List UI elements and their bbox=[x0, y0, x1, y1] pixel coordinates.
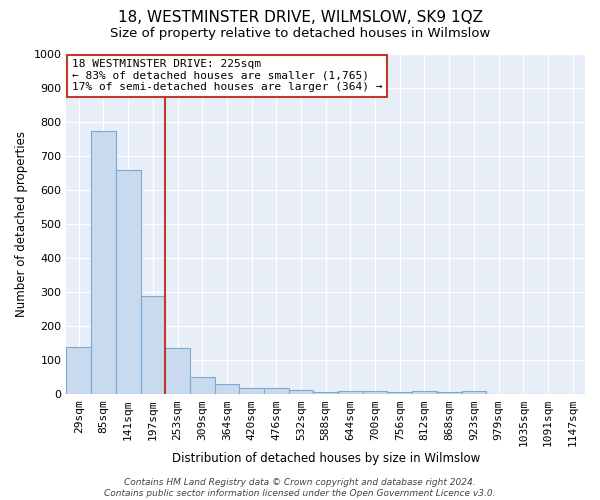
Bar bbox=[363, 391, 388, 394]
Bar bbox=[140, 296, 165, 394]
Text: Size of property relative to detached houses in Wilmslow: Size of property relative to detached ho… bbox=[110, 28, 490, 40]
Bar bbox=[412, 391, 437, 394]
Bar bbox=[338, 391, 363, 394]
Text: Contains HM Land Registry data © Crown copyright and database right 2024.
Contai: Contains HM Land Registry data © Crown c… bbox=[104, 478, 496, 498]
Bar bbox=[67, 346, 91, 395]
X-axis label: Distribution of detached houses by size in Wilmslow: Distribution of detached houses by size … bbox=[172, 452, 480, 465]
Bar bbox=[91, 130, 116, 394]
Bar bbox=[215, 384, 239, 394]
Bar bbox=[165, 348, 190, 395]
Bar bbox=[289, 390, 313, 394]
Text: 18, WESTMINSTER DRIVE, WILMSLOW, SK9 1QZ: 18, WESTMINSTER DRIVE, WILMSLOW, SK9 1QZ bbox=[118, 10, 482, 25]
Bar bbox=[116, 170, 140, 394]
Y-axis label: Number of detached properties: Number of detached properties bbox=[15, 131, 28, 317]
Bar bbox=[190, 376, 215, 394]
Bar bbox=[437, 392, 461, 394]
Bar bbox=[388, 392, 412, 394]
Bar bbox=[239, 388, 264, 394]
Bar bbox=[461, 391, 486, 394]
Bar bbox=[313, 392, 338, 394]
Bar bbox=[264, 388, 289, 394]
Text: 18 WESTMINSTER DRIVE: 225sqm
← 83% of detached houses are smaller (1,765)
17% of: 18 WESTMINSTER DRIVE: 225sqm ← 83% of de… bbox=[71, 59, 382, 92]
